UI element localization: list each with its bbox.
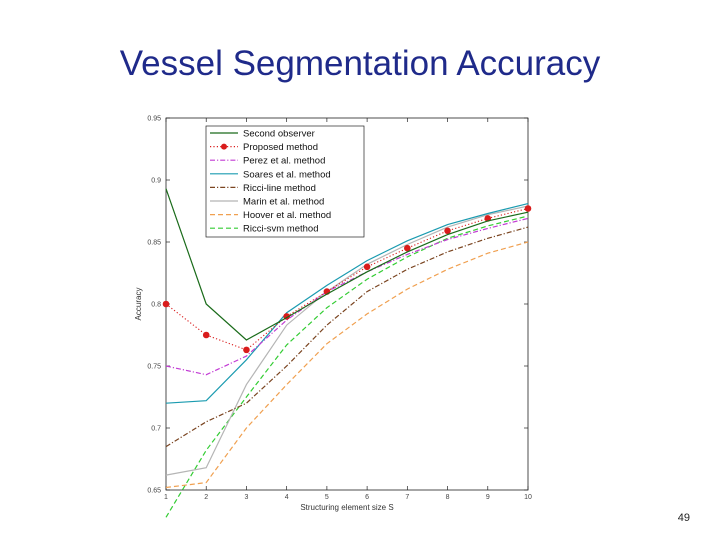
x-tick-label: 5 (325, 494, 329, 501)
legend-box (205, 125, 365, 238)
series-line-soares-et-al-method (165, 203, 529, 404)
x-tick-label: 8 (446, 494, 450, 501)
series-line-ricci-svm-method (165, 215, 529, 518)
y-tick-label: 0.75 (147, 364, 161, 371)
legend-label: Ricci-svm method (243, 224, 319, 235)
y-tick-label: 0.65 (147, 488, 161, 495)
legend: Second observer Proposed method Perez et a… (205, 125, 365, 238)
series-line-perez-et-al-method (165, 217, 529, 376)
slide-title: Vessel Segmentation Accuracy (119, 44, 601, 83)
legend-label: Second observer (243, 129, 315, 140)
x-tick-label: 9 (486, 494, 490, 501)
y-axis-label: Accuracy (134, 288, 143, 321)
series-line-hoover-et-al-method (165, 241, 529, 489)
x-axis-ticks: 1 2 3 4 5 6 7 8 9 10 (164, 118, 532, 501)
page-number: 49 (677, 512, 690, 524)
x-tick-label: 1 (164, 494, 168, 501)
series-line-marin-et-al-method (165, 205, 529, 476)
series-line-second-observer (165, 188, 529, 341)
y-tick-label: 0.8 (151, 302, 161, 309)
legend-marker (221, 143, 227, 150)
legend-label: Soares et al. method (243, 169, 331, 180)
data-point (363, 263, 371, 271)
y-tick-label: 0.95 (147, 116, 161, 123)
y-tick-label: 0.85 (147, 240, 161, 247)
legend-label: Perez et al. method (243, 156, 325, 167)
data-point (404, 244, 411, 252)
x-tick-label: 6 (365, 494, 369, 501)
x-tick-label: 3 (244, 494, 248, 501)
legend-label: Proposed method (243, 142, 318, 153)
data-point (524, 205, 532, 212)
data-point (162, 300, 170, 308)
y-tick-label: 0.7 (151, 426, 161, 433)
x-tick-label: 10 (524, 494, 532, 501)
data-point (202, 331, 210, 339)
legend-label: Marin et al. method (243, 197, 324, 208)
legend-items: Second observer Proposed method Perez et a… (210, 129, 331, 235)
y-axis-ticks: 0.95 0.9 0.85 0.8 0.75 0.7 0.65 (147, 116, 528, 495)
x-tick-label: 4 (285, 494, 289, 501)
legend-label: Hoover et al. method (243, 210, 331, 221)
series-layer (162, 188, 532, 518)
x-tick-label: 2 (204, 494, 208, 501)
series-line-ricci-line-method (165, 226, 529, 448)
data-point (444, 227, 451, 235)
y-tick-label: 0.9 (151, 178, 161, 185)
data-point (243, 346, 250, 354)
series-line-proposed-method (165, 207, 529, 351)
legend-label: Ricci-line method (243, 183, 316, 194)
x-tick-label: 7 (405, 494, 409, 501)
x-axis-label: Structuring element size S (300, 503, 393, 512)
